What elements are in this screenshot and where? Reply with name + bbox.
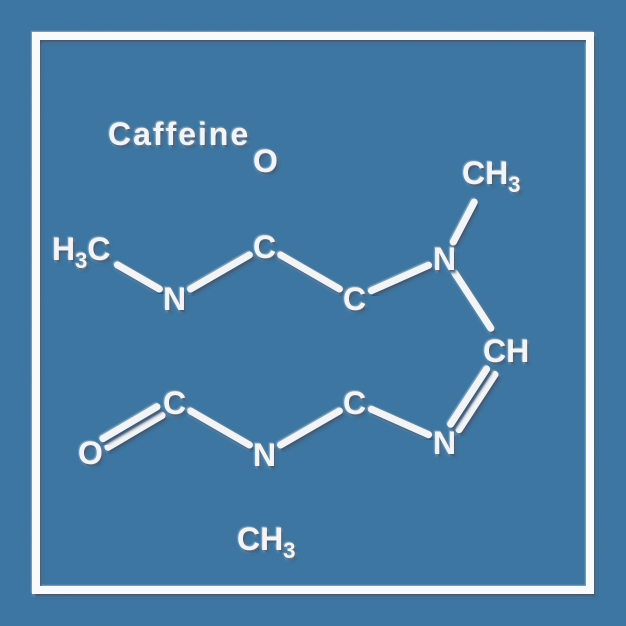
molecule-title: Caffeine bbox=[108, 116, 250, 152]
atom-O2: O bbox=[78, 435, 103, 471]
atom-N7: N bbox=[433, 241, 456, 277]
atom-N3: N bbox=[253, 437, 276, 473]
molecule-svg: NCNCCCNCHNOOH3CCH3CH3 Caffeine bbox=[0, 0, 626, 626]
atom-C4: C bbox=[343, 385, 366, 421]
atom-C2: C bbox=[163, 385, 186, 421]
atom-N1: N bbox=[163, 281, 186, 317]
atom-O6: O bbox=[253, 143, 278, 179]
atom-C6: C bbox=[253, 229, 276, 265]
atom-C8: CH bbox=[483, 333, 529, 369]
atom-N9: N bbox=[433, 425, 456, 461]
background bbox=[0, 0, 626, 626]
diagram-canvas: NCNCCCNCHNOOH3CCH3CH3 Caffeine bbox=[0, 0, 626, 626]
atom-C5: C bbox=[343, 281, 366, 317]
